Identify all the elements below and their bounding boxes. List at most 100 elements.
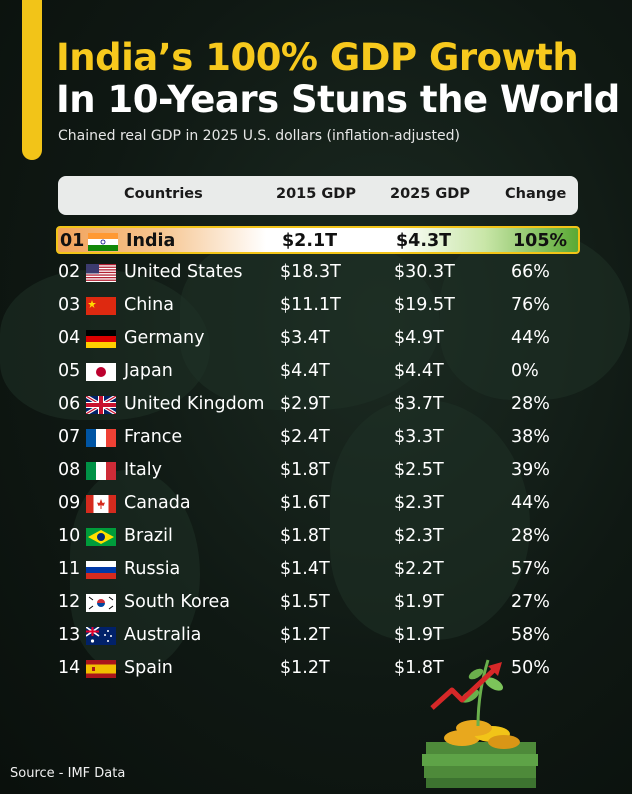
india-flag-icon bbox=[88, 233, 118, 251]
country-cell: Italy bbox=[124, 460, 162, 480]
rank-cell: 13 bbox=[58, 625, 81, 645]
gdp2025-cell: $2.3T bbox=[394, 526, 444, 546]
rank-cell: 07 bbox=[58, 427, 81, 447]
rank-cell: 05 bbox=[58, 361, 81, 381]
country-cell: Brazil bbox=[124, 526, 173, 546]
uk-flag-icon bbox=[85, 394, 117, 416]
gdp2025-cell: $4.4T bbox=[394, 361, 444, 381]
change-cell: 58% bbox=[511, 625, 550, 645]
gdp2015-cell: $2.9T bbox=[280, 394, 330, 414]
country-cell: Germany bbox=[124, 328, 205, 348]
table-row: 02 United States $18.3T $30.3T 66% bbox=[56, 259, 580, 287]
south-korea-flag-icon bbox=[86, 594, 116, 612]
accent-bar bbox=[22, 0, 42, 160]
table-row: 04 Germany $3.4T $4.9T 44% bbox=[56, 325, 580, 353]
change-cell: 0% bbox=[511, 361, 539, 381]
japan-flag-icon bbox=[86, 363, 116, 381]
spain-flag-icon bbox=[86, 660, 116, 678]
gdp2015-cell: $1.2T bbox=[280, 625, 330, 645]
country-cell: India bbox=[126, 231, 176, 251]
change-cell: 27% bbox=[511, 592, 550, 612]
france-flag-icon bbox=[86, 429, 116, 447]
table-row: 05 Japan $4.4T $4.4T 0% bbox=[56, 358, 580, 386]
gdp2015-cell: $2.4T bbox=[280, 427, 330, 447]
rank-cell: 12 bbox=[58, 592, 81, 612]
gdp2015-cell: $18.3T bbox=[280, 262, 341, 282]
rank-cell: 06 bbox=[58, 394, 81, 414]
rank-cell: 09 bbox=[58, 493, 81, 513]
country-cell: United States bbox=[124, 262, 243, 282]
change-cell: 105% bbox=[513, 231, 568, 251]
gdp2015-cell: $1.6T bbox=[280, 493, 330, 513]
header-gdp2025: 2025 GDP bbox=[390, 186, 470, 202]
table-row: 10 Brazil $1.8T $2.3T 28% bbox=[56, 523, 580, 551]
gdp2015-cell: $1.4T bbox=[280, 559, 330, 579]
change-cell: 76% bbox=[511, 295, 550, 315]
gdp2025-cell: $3.3T bbox=[394, 427, 444, 447]
rank-cell: 03 bbox=[58, 295, 81, 315]
country-cell: Spain bbox=[124, 658, 173, 678]
gdp2015-cell: $1.2T bbox=[280, 658, 330, 678]
page-title-line2: In 10-Years Stuns the World bbox=[56, 78, 620, 121]
country-cell: China bbox=[124, 295, 174, 315]
brazil-flag-icon bbox=[86, 528, 116, 546]
gdp2015-cell: $1.8T bbox=[280, 526, 330, 546]
gdp2025-cell: $2.3T bbox=[394, 493, 444, 513]
russia-flag-icon bbox=[86, 561, 116, 579]
gdp2015-cell: $2.1T bbox=[282, 231, 338, 251]
table-row: 01 India $2.1T $4.3T 105% bbox=[56, 226, 580, 254]
china-flag-icon bbox=[86, 297, 116, 315]
change-cell: 28% bbox=[511, 394, 550, 414]
country-cell: France bbox=[124, 427, 183, 447]
rank-cell: 11 bbox=[58, 559, 81, 579]
rank-cell: 04 bbox=[58, 328, 81, 348]
gdp2015-cell: $1.8T bbox=[280, 460, 330, 480]
header-countries: Countries bbox=[124, 186, 203, 202]
gdp2015-cell: $4.4T bbox=[280, 361, 330, 381]
gdp2025-cell: $2.2T bbox=[394, 559, 444, 579]
table-row: 13 Australia $1.2T $1.9T 58% bbox=[56, 622, 580, 650]
world-map-background bbox=[180, 230, 440, 410]
gdp2025-cell: $4.3T bbox=[396, 231, 452, 251]
source-note: Source - IMF Data bbox=[10, 766, 126, 781]
table-row: 11 Russia $1.4T $2.2T 57% bbox=[56, 556, 580, 584]
table-row: 06 United Kingdom $2.9T $3.7T 28% bbox=[56, 391, 580, 419]
italy-flag-icon bbox=[86, 462, 116, 480]
gdp2025-cell: $2.5T bbox=[394, 460, 444, 480]
gdp2025-cell: $3.7T bbox=[394, 394, 444, 414]
change-cell: 44% bbox=[511, 328, 550, 348]
country-cell: Russia bbox=[124, 559, 181, 579]
table-row: 14 Spain $1.2T $1.8T 50% bbox=[56, 655, 580, 683]
rank-cell: 14 bbox=[58, 658, 81, 678]
change-cell: 39% bbox=[511, 460, 550, 480]
change-cell: 38% bbox=[511, 427, 550, 447]
table-header: Countries 2015 GDP 2025 GDP Change bbox=[58, 176, 578, 215]
table-row: 03 China $11.1T $19.5T 76% bbox=[56, 292, 580, 320]
page-title-line1: India’s 100% GDP Growth bbox=[56, 36, 579, 79]
germany-flag-icon bbox=[86, 330, 116, 348]
gdp2025-cell: $1.8T bbox=[394, 658, 444, 678]
canada-flag-icon bbox=[86, 495, 116, 513]
australia-flag-icon bbox=[85, 626, 116, 645]
header-change: Change bbox=[505, 186, 567, 202]
world-map-background bbox=[330, 400, 530, 640]
country-cell: South Korea bbox=[124, 592, 231, 612]
gdp2025-cell: $1.9T bbox=[394, 592, 444, 612]
gdp2025-cell: $30.3T bbox=[394, 262, 455, 282]
rank-cell: 10 bbox=[58, 526, 81, 546]
world-map-background bbox=[440, 230, 630, 400]
gdp2025-cell: $4.9T bbox=[394, 328, 444, 348]
change-cell: 57% bbox=[511, 559, 550, 579]
us-flag-icon bbox=[86, 264, 116, 282]
page-subtitle: Chained real GDP in 2025 U.S. dollars (i… bbox=[58, 128, 460, 144]
gdp2025-cell: $1.9T bbox=[394, 625, 444, 645]
change-cell: 44% bbox=[511, 493, 550, 513]
table-row: 08 Italy $1.8T $2.5T 39% bbox=[56, 457, 580, 485]
table-row: 07 France $2.4T $3.3T 38% bbox=[56, 424, 580, 452]
money-growth-illustration bbox=[422, 659, 538, 788]
rank-cell: 01 bbox=[60, 231, 85, 251]
rank-cell: 08 bbox=[58, 460, 81, 480]
change-cell: 28% bbox=[511, 526, 550, 546]
table-row: 12 South Korea $1.5T $1.9T 27% bbox=[56, 589, 580, 617]
gdp2025-cell: $19.5T bbox=[394, 295, 455, 315]
